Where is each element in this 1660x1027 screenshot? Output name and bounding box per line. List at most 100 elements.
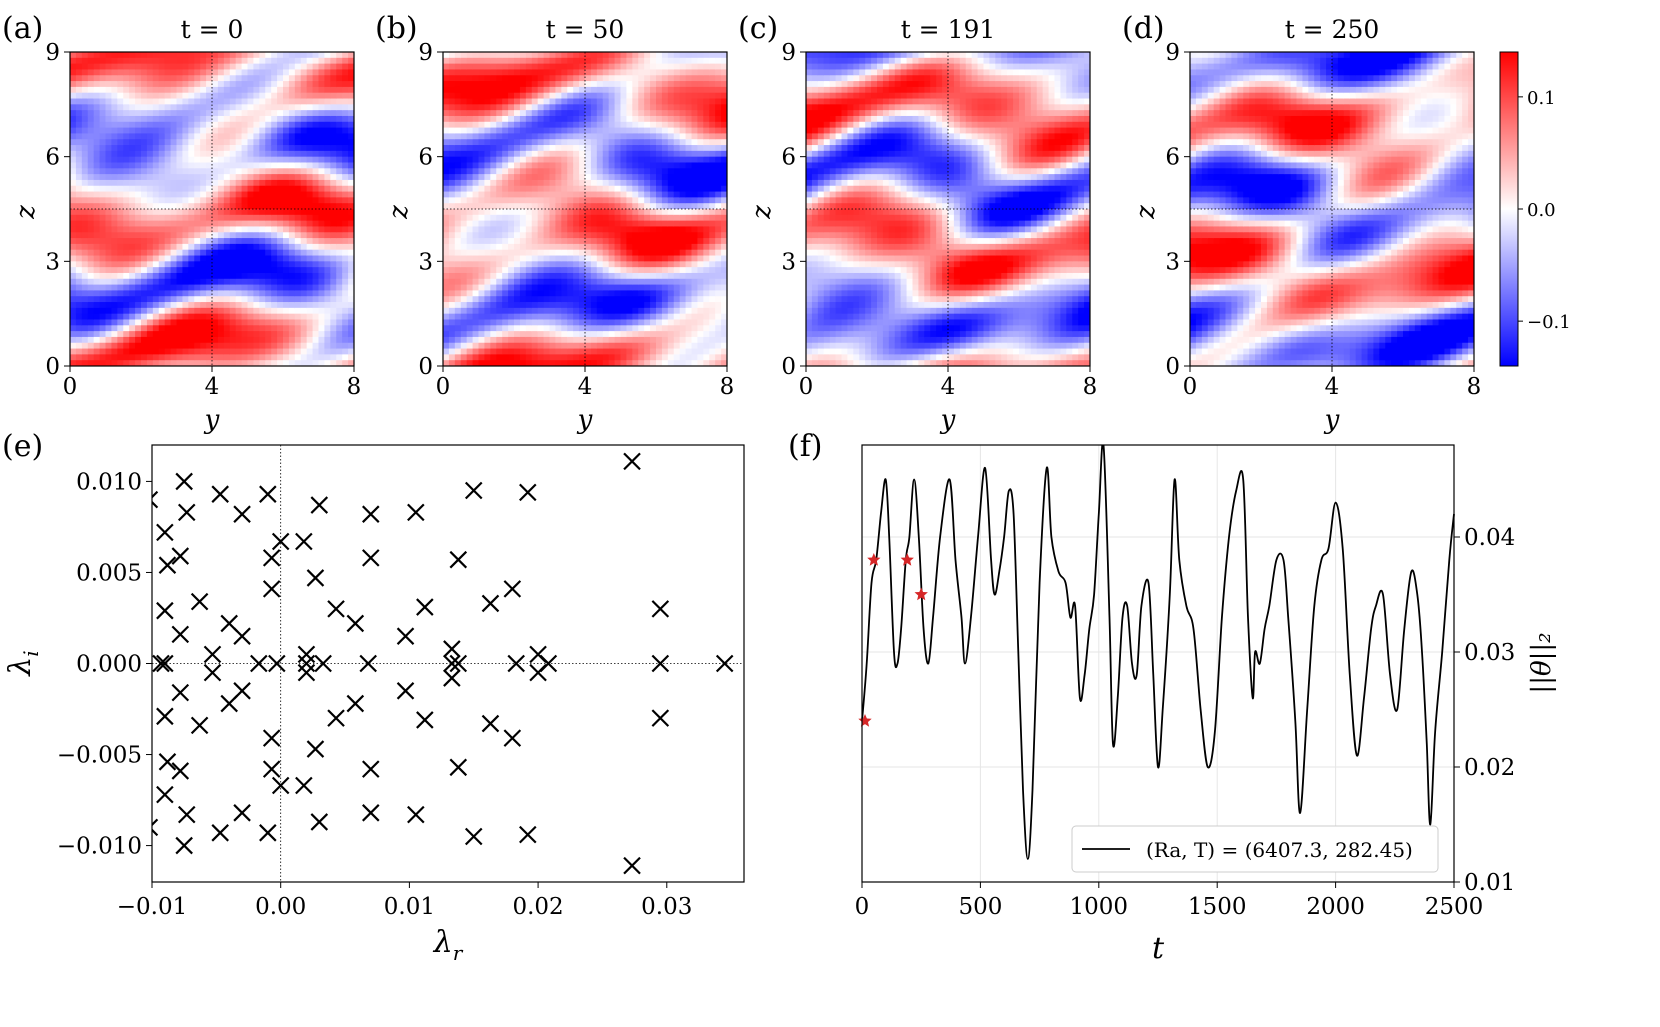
heatmap-cell (217, 290, 225, 297)
heatmap-cell (164, 174, 172, 181)
heatmap-cell (638, 179, 645, 187)
heatmap-cell (478, 290, 486, 297)
heatmap-cell (182, 133, 189, 140)
heatmap-cell (265, 209, 272, 216)
heatmap-cell (454, 127, 462, 134)
heatmap-cell (443, 325, 450, 332)
heatmap-cell (271, 133, 278, 140)
heatmap-cell (596, 185, 604, 193)
heatmap-cell (170, 238, 178, 245)
heatmap-cell (585, 360, 592, 366)
heatmap-cell (87, 203, 95, 210)
heatmap-cell (146, 145, 154, 152)
heatmap-cell (608, 162, 616, 169)
heatmap-cell (602, 139, 610, 146)
heatmap-cell (508, 92, 515, 100)
heatmap-cell (300, 249, 308, 257)
heatmap-cell (460, 110, 468, 117)
heatmap-cell (223, 272, 231, 280)
heatmap-cell (656, 249, 663, 257)
heatmap-cell (496, 255, 503, 262)
heatmap-cell (253, 75, 260, 82)
heatmap-cell (176, 232, 184, 239)
heatmap-cell (188, 243, 195, 251)
heatmap-cell (472, 209, 480, 216)
heatmap-cell (472, 69, 480, 76)
heatmap-cell (265, 57, 272, 65)
heatmap-cell (596, 52, 604, 59)
heatmap-cell (170, 104, 178, 111)
heatmap-cell (614, 69, 622, 76)
heatmap-cell (626, 197, 633, 204)
heatmap-cell (70, 348, 77, 355)
heatmap-cell (146, 104, 154, 111)
heatmap-cell (117, 261, 124, 268)
heatmap-cell (99, 220, 107, 228)
heatmap-cell (324, 313, 331, 321)
heatmap-cell (158, 307, 166, 315)
heatmap-cell (590, 290, 598, 297)
heatmap-cell (644, 331, 651, 338)
heatmap-cell (271, 360, 278, 366)
heatmap-cell (247, 278, 255, 286)
heatmap-cell (478, 81, 486, 88)
heatmap-cell (466, 209, 474, 216)
heatmap-cell (223, 238, 231, 245)
heatmap-cell (135, 185, 142, 193)
heatmap-cell (241, 133, 249, 140)
heatmap-cell (667, 336, 675, 344)
heatmap-cell (164, 179, 172, 187)
heatmap-cell (99, 133, 107, 140)
heatmap-cell (679, 360, 687, 366)
heatmap-cell (271, 313, 278, 321)
heatmap-cell (454, 267, 462, 274)
heatmap-cell (235, 232, 243, 239)
heatmap-cell (212, 52, 219, 59)
heatmap-cell (300, 226, 308, 233)
heatmap-cell (656, 220, 663, 228)
heatmap-cell (620, 57, 628, 65)
heatmap-cell (271, 110, 278, 117)
heatmap-cell (194, 81, 201, 88)
heatmap-cell (265, 296, 272, 303)
heatmap-cell (585, 133, 592, 140)
heatmap-cell (342, 360, 349, 366)
heatmap-cell (241, 150, 249, 158)
heatmap-cell (212, 133, 219, 140)
heatmap-cell (312, 133, 320, 140)
heatmap-cell (81, 336, 89, 344)
heatmap-cell (614, 133, 622, 140)
heatmap-cell (543, 115, 551, 123)
heatmap-cell (661, 57, 669, 65)
heatmap-cell (324, 127, 331, 134)
heatmap-cell (496, 313, 503, 321)
heatmap-cell (454, 226, 462, 233)
heatmap-cell (152, 267, 160, 274)
heatmap-cell (81, 325, 89, 332)
heatmap-cell (75, 226, 83, 233)
heatmap-cell (342, 243, 349, 251)
heatmap-cell (514, 162, 521, 169)
heatmap-cell (697, 220, 704, 228)
heatmap-cell (123, 331, 130, 338)
heatmap-cell (123, 284, 130, 291)
heatmap-cell (336, 272, 343, 280)
heatmap-cell (460, 179, 468, 187)
heatmap-cell (579, 156, 586, 164)
heatmap-cell (259, 168, 266, 175)
heatmap-cell (608, 336, 616, 344)
heatmap-cell (348, 325, 354, 332)
heatmap-cell (93, 98, 101, 105)
heatmap-cell (229, 296, 237, 303)
heatmap-cell (525, 127, 533, 134)
heatmap-cell (188, 197, 195, 204)
heatmap-cell (496, 197, 503, 204)
heatmap-cell (176, 104, 184, 111)
heatmap-cell (448, 319, 456, 326)
heatmap-cell (75, 232, 83, 239)
heatmap-cell (141, 296, 148, 303)
heatmap-cell (75, 191, 83, 198)
heatmap-cell (229, 278, 237, 286)
heatmap-cell (229, 336, 237, 344)
heatmap-cell (111, 226, 118, 233)
